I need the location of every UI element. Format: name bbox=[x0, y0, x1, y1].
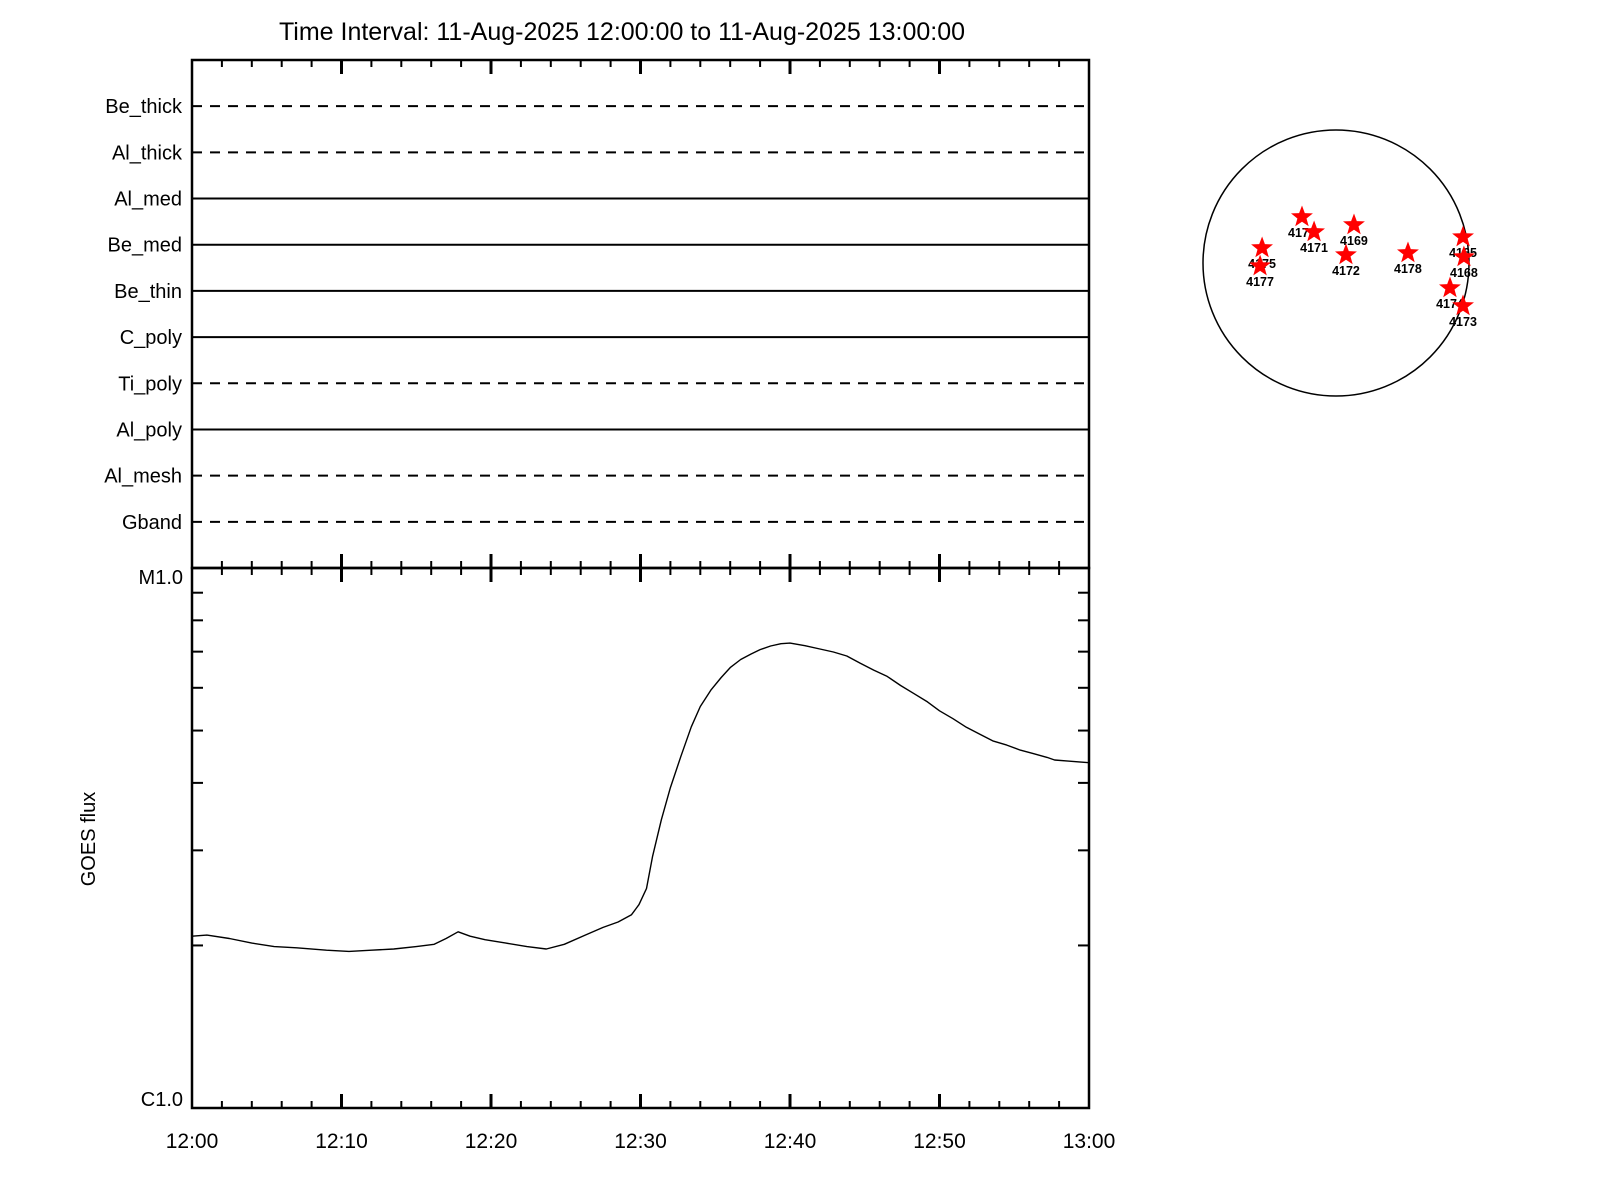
xaxis-tick-label: 12:00 bbox=[166, 1130, 219, 1153]
filter-label: Be_thin bbox=[114, 281, 182, 303]
filter-label: Al_thick bbox=[112, 142, 183, 164]
filter-label: Al_mesh bbox=[104, 466, 182, 488]
filter-label: Ti_poly bbox=[118, 373, 182, 395]
goes-yaxis-title: GOES flux bbox=[78, 791, 100, 887]
xaxis-tick-label: 13:00 bbox=[1063, 1130, 1116, 1153]
active-region-star-4175 bbox=[1251, 236, 1273, 258]
active-region-star-4172 bbox=[1335, 243, 1357, 265]
xaxis-tick-label: 12:30 bbox=[614, 1130, 667, 1153]
active-region-star-4174 bbox=[1439, 276, 1461, 298]
goes-ytick-bottom-label: C1.0 bbox=[140, 1089, 183, 1111]
filter-label: Gband bbox=[122, 512, 182, 534]
xaxis-tick-label: 12:40 bbox=[764, 1130, 817, 1153]
active-region-star-4168 bbox=[1453, 245, 1475, 267]
active-region-star-4171 bbox=[1303, 220, 1325, 242]
plot-title: Time Interval: 11-Aug-2025 12:00:00 to 1… bbox=[278, 18, 966, 46]
goes-flux-curve bbox=[191, 642, 1090, 953]
active-region-label: 4178 bbox=[1394, 262, 1422, 276]
active-region-label: 4177 bbox=[1246, 275, 1274, 289]
active-region-star-4176 bbox=[1291, 205, 1313, 227]
filter-label: Be_med bbox=[108, 235, 183, 257]
solar-limb-circle bbox=[1202, 129, 1470, 397]
active-region-label: 4174 bbox=[1436, 297, 1464, 311]
active-region-star-4173 bbox=[1452, 294, 1474, 316]
active-region-label: 4172 bbox=[1332, 264, 1360, 278]
xaxis-tick-label: 12:10 bbox=[315, 1130, 368, 1153]
filter-panel-border bbox=[190, 58, 1091, 570]
filter-label: Al_poly bbox=[116, 419, 182, 441]
active-region-label: 4168 bbox=[1450, 266, 1478, 280]
active-region-label: 4169 bbox=[1340, 234, 1368, 248]
active-region-star-4177 bbox=[1249, 254, 1271, 276]
active-region-label: 4173 bbox=[1449, 315, 1477, 329]
filter-label: Al_med bbox=[114, 189, 182, 211]
goes-panel-border bbox=[190, 566, 1091, 1110]
xaxis-tick-label: 12:50 bbox=[913, 1130, 966, 1153]
goes-ytick-top-label: M1.0 bbox=[138, 567, 183, 589]
filter-label: C_poly bbox=[120, 327, 182, 349]
xaxis-tick-label: 12:20 bbox=[465, 1130, 518, 1153]
active-region-label: 4171 bbox=[1300, 241, 1328, 255]
active-region-star-4169 bbox=[1343, 213, 1365, 235]
filter-label: Be_thick bbox=[105, 96, 183, 118]
active-region-star-4178 bbox=[1397, 241, 1419, 263]
active-region-star-4165 bbox=[1452, 225, 1474, 247]
